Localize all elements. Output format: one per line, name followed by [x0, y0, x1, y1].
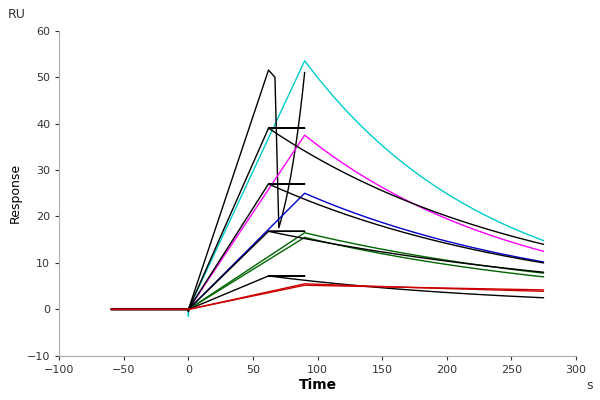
Y-axis label: Response: Response [8, 163, 22, 223]
X-axis label: Time: Time [299, 378, 337, 392]
Text: RU: RU [8, 8, 26, 21]
Text: s: s [586, 379, 593, 392]
